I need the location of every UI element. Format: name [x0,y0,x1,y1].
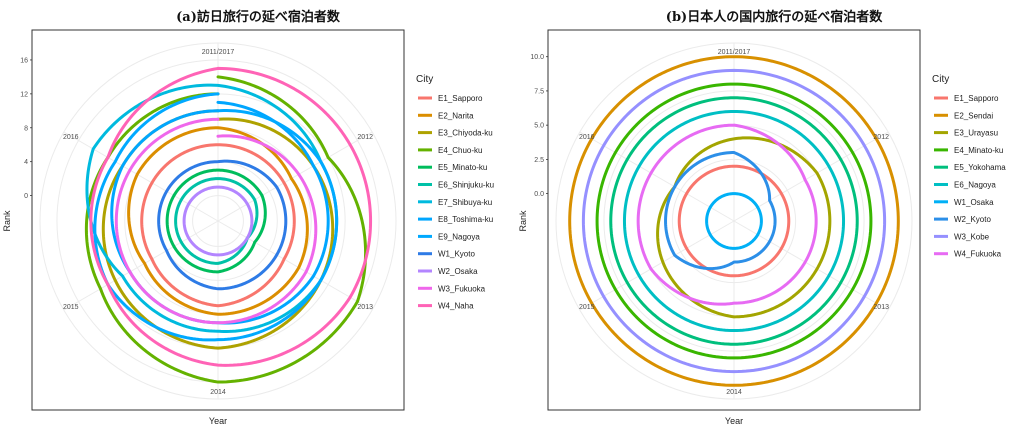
legend-title: City [416,74,433,85]
rank-tick-label: 0 [24,193,28,200]
legend-label: E5_Minato-ku [438,163,487,172]
series-line-w4-fukuoka [636,123,818,306]
legend-label: E6_Shinjuku-ku [438,181,494,190]
legend-label: E2_Sendai [954,111,993,120]
spoke-gridline [217,131,373,222]
rank-tick-label: 8 [24,125,28,132]
legend-label: E4_Chuo-ku [438,146,482,155]
rank-tick-label: 12 [20,91,28,98]
legend-label: W3_Fukuoka [438,284,486,293]
angle-label: 2013 [873,304,889,311]
legend-label: E3_Urayasu [954,129,998,138]
series-line-w3-fukuoka [114,117,318,325]
x-axis-title: Year [209,416,227,426]
rank-tick-label: 4 [24,159,28,166]
legend-label: W2_Kyoto [954,215,991,224]
legend-label: E6_Nagoya [954,181,996,190]
legend-label: E8_Toshima-ku [438,215,493,224]
legend-label: E1_Sapporo [438,94,483,103]
legend-label: W3_Kobe [954,232,990,241]
legend-label: E1_Sapporo [954,94,999,103]
spoke-gridline [733,131,889,222]
angle-label: 2011/2017 [202,49,235,56]
series-line-w2-kyoto [664,151,777,271]
outer-ring-gridline [555,42,913,400]
angle-label: 2015 [63,304,79,311]
angle-label: 2015 [579,304,595,311]
ring-gridline [671,158,797,284]
spoke-gridline [579,220,735,311]
chart-title-b: (b)日本人の国内旅行の延べ宿泊者数 [665,10,883,25]
rank-tick-label: 5.0 [534,123,544,130]
series-line-w4-naha [89,66,373,367]
legend-label: E3_Chiyoda-ku [438,129,493,138]
series-line-e6-shinjuku-ku [174,177,259,265]
legend-label: E9_Nagoya [438,232,480,241]
outer-ring-gridline [39,42,397,400]
series-line-e1-sapporo [140,143,296,308]
angle-label: 2013 [357,304,373,311]
spoke-gridline [63,131,219,222]
panel-a: (a)訪日旅行の延べ宿泊者数 2011/2017 2012 2013 2014 2015… [2,10,494,426]
legend-label: W4_Naha [438,302,474,311]
series-line-w3-kobe [581,68,887,374]
legend-label: W4_Fukuoka [954,250,1002,259]
spoke-gridline [217,220,373,311]
series-line-e5-minato-ku [165,168,267,274]
rank-tick-label: 0.0 [534,191,544,198]
series-line-e1-sapporo [677,164,791,278]
spoke-gridline [63,220,219,311]
series-line-e5-yokohama [609,96,859,346]
angle-label: 2011/2017 [718,49,751,56]
series-line-e6-nagoya [622,109,846,333]
polar-chart-a: 2011/2017 2012 2013 2014 2015 2016 0 4 8 12 16 Year… [2,29,494,426]
series-line-e9-nagoya [93,92,339,342]
panel-b: (b)日本人の国内旅行の延べ宿泊者数 2011/2017 2012 2013 2014… [516,0,1032,430]
rank-tick-label: 10.0 [530,54,544,61]
chart-title-a: (a)訪日旅行の延べ宿泊者数 [176,10,340,25]
legend-label: W1_Osaka [954,198,994,207]
legend-title: City [932,74,949,85]
legend-label: E2_Narita [438,111,474,120]
rank-tick-label: 16 [20,58,28,65]
rank-tick-label: 7.5 [534,88,544,95]
angle-label: 2016 [63,134,79,141]
angle-label: 2014 [210,389,226,396]
ring-gridline [603,90,865,352]
y-axis-title: Rank [2,210,12,232]
legend-label: E5_Yokohama [954,163,1006,172]
angle-label: 2016 [579,134,595,141]
spoke-gridline [733,220,889,311]
rank-tick-label: 2.5 [534,157,544,164]
series-line-e2-narita [127,126,309,316]
series-line-e2-sendai [568,55,900,387]
series-line-e4-minato-ku [595,82,873,360]
y-axis-title: Rank [518,210,528,232]
polar-chart-b: 2011/2017 2012 2013 2014 2015 2016 0.0 2.5 5.0 7.… [518,29,1006,426]
angle-label: 2012 [873,134,889,141]
series-line-w1-osaka [705,192,763,250]
series-line-w2-osaka [182,185,254,257]
angle-label: 2012 [357,134,373,141]
series-line-w1-kyoto [157,159,288,291]
spoke-gridline [579,131,735,222]
x-axis-title: Year [725,416,743,426]
legend-label: W2_Osaka [438,267,478,276]
ring-gridline [192,195,244,247]
angle-label: 2014 [726,389,742,396]
legend-label: W1_Kyoto [438,250,475,259]
legend-label: E4_Minato-ku [954,146,1003,155]
legend-label: E7_Shibuya-ku [438,198,492,207]
